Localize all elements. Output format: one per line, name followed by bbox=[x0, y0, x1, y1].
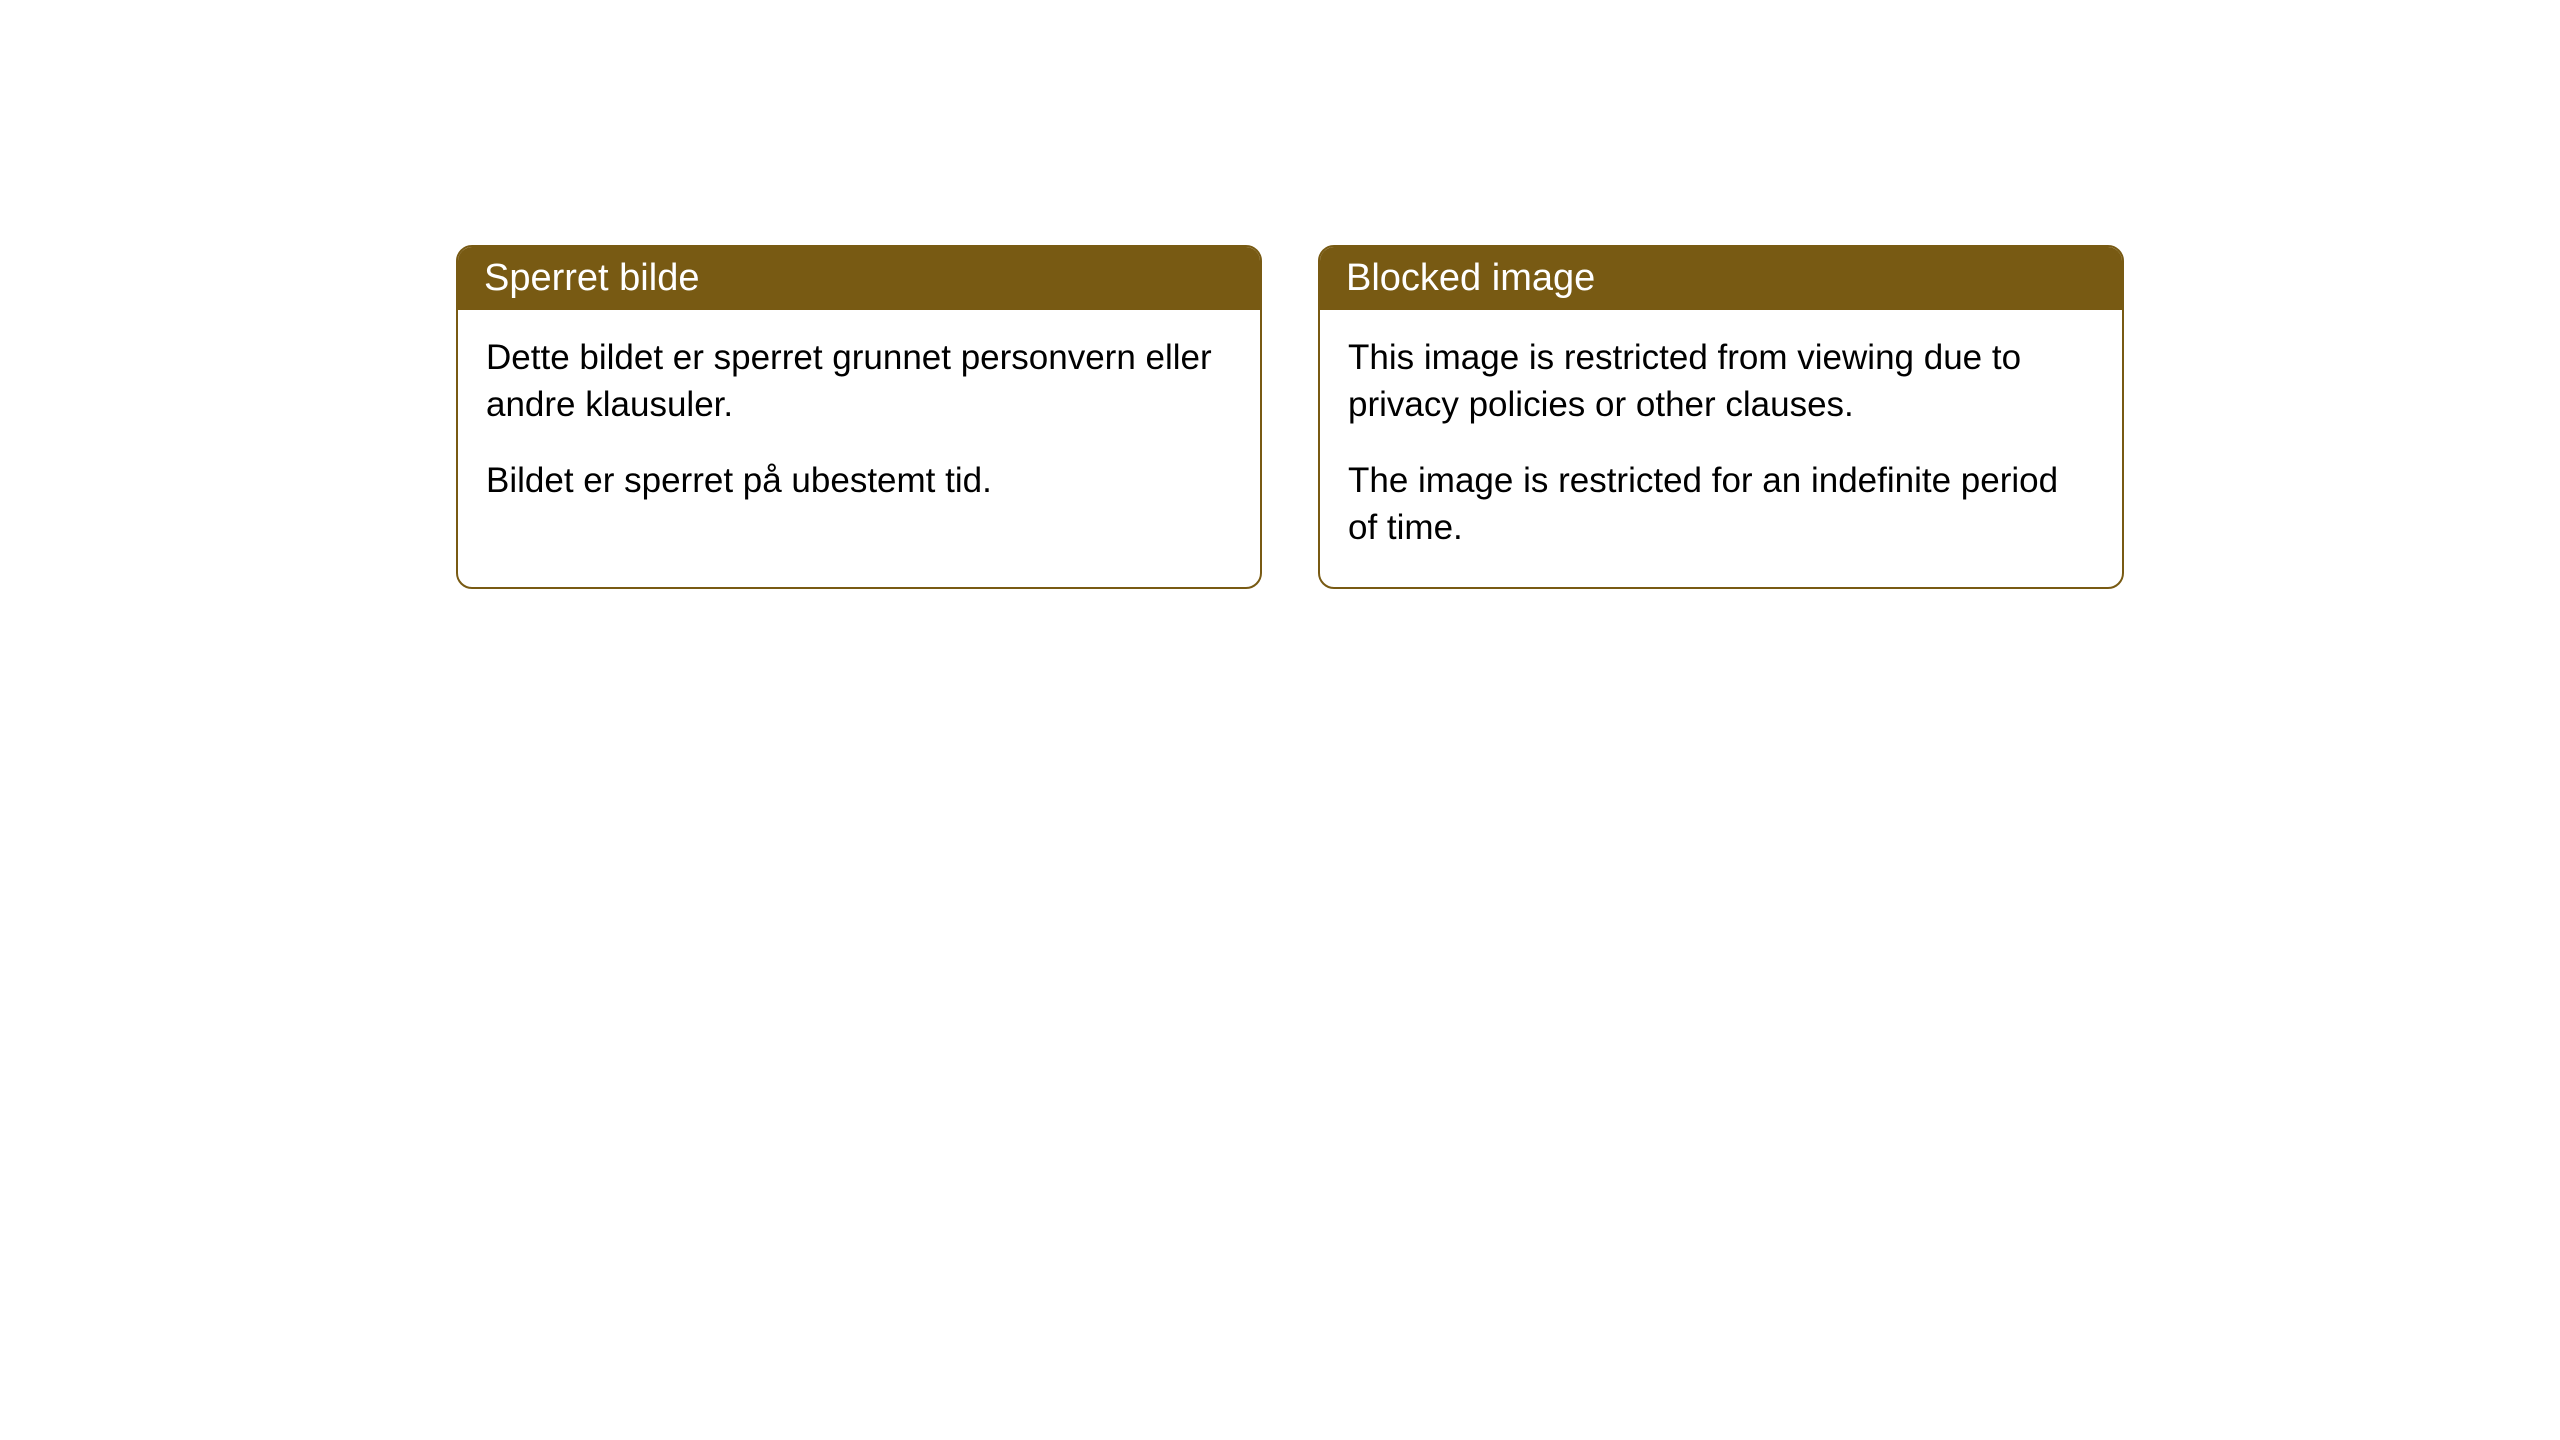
card-title: Blocked image bbox=[1346, 257, 1595, 299]
card-header-english: Blocked image bbox=[1320, 247, 2122, 310]
card-body-norwegian: Dette bildet er sperret grunnet personve… bbox=[458, 310, 1260, 540]
card-paragraph: Dette bildet er sperret grunnet personve… bbox=[486, 334, 1232, 429]
card-header-norwegian: Sperret bilde bbox=[458, 247, 1260, 310]
notice-cards-container: Sperret bilde Dette bildet er sperret gr… bbox=[456, 245, 2560, 589]
card-paragraph: The image is restricted for an indefinit… bbox=[1348, 457, 2094, 552]
card-title: Sperret bilde bbox=[484, 257, 699, 299]
card-paragraph: This image is restricted from viewing du… bbox=[1348, 334, 2094, 429]
notice-card-english: Blocked image This image is restricted f… bbox=[1318, 245, 2124, 589]
card-paragraph: Bildet er sperret på ubestemt tid. bbox=[486, 457, 1232, 504]
notice-card-norwegian: Sperret bilde Dette bildet er sperret gr… bbox=[456, 245, 1262, 589]
card-body-english: This image is restricted from viewing du… bbox=[1320, 310, 2122, 587]
